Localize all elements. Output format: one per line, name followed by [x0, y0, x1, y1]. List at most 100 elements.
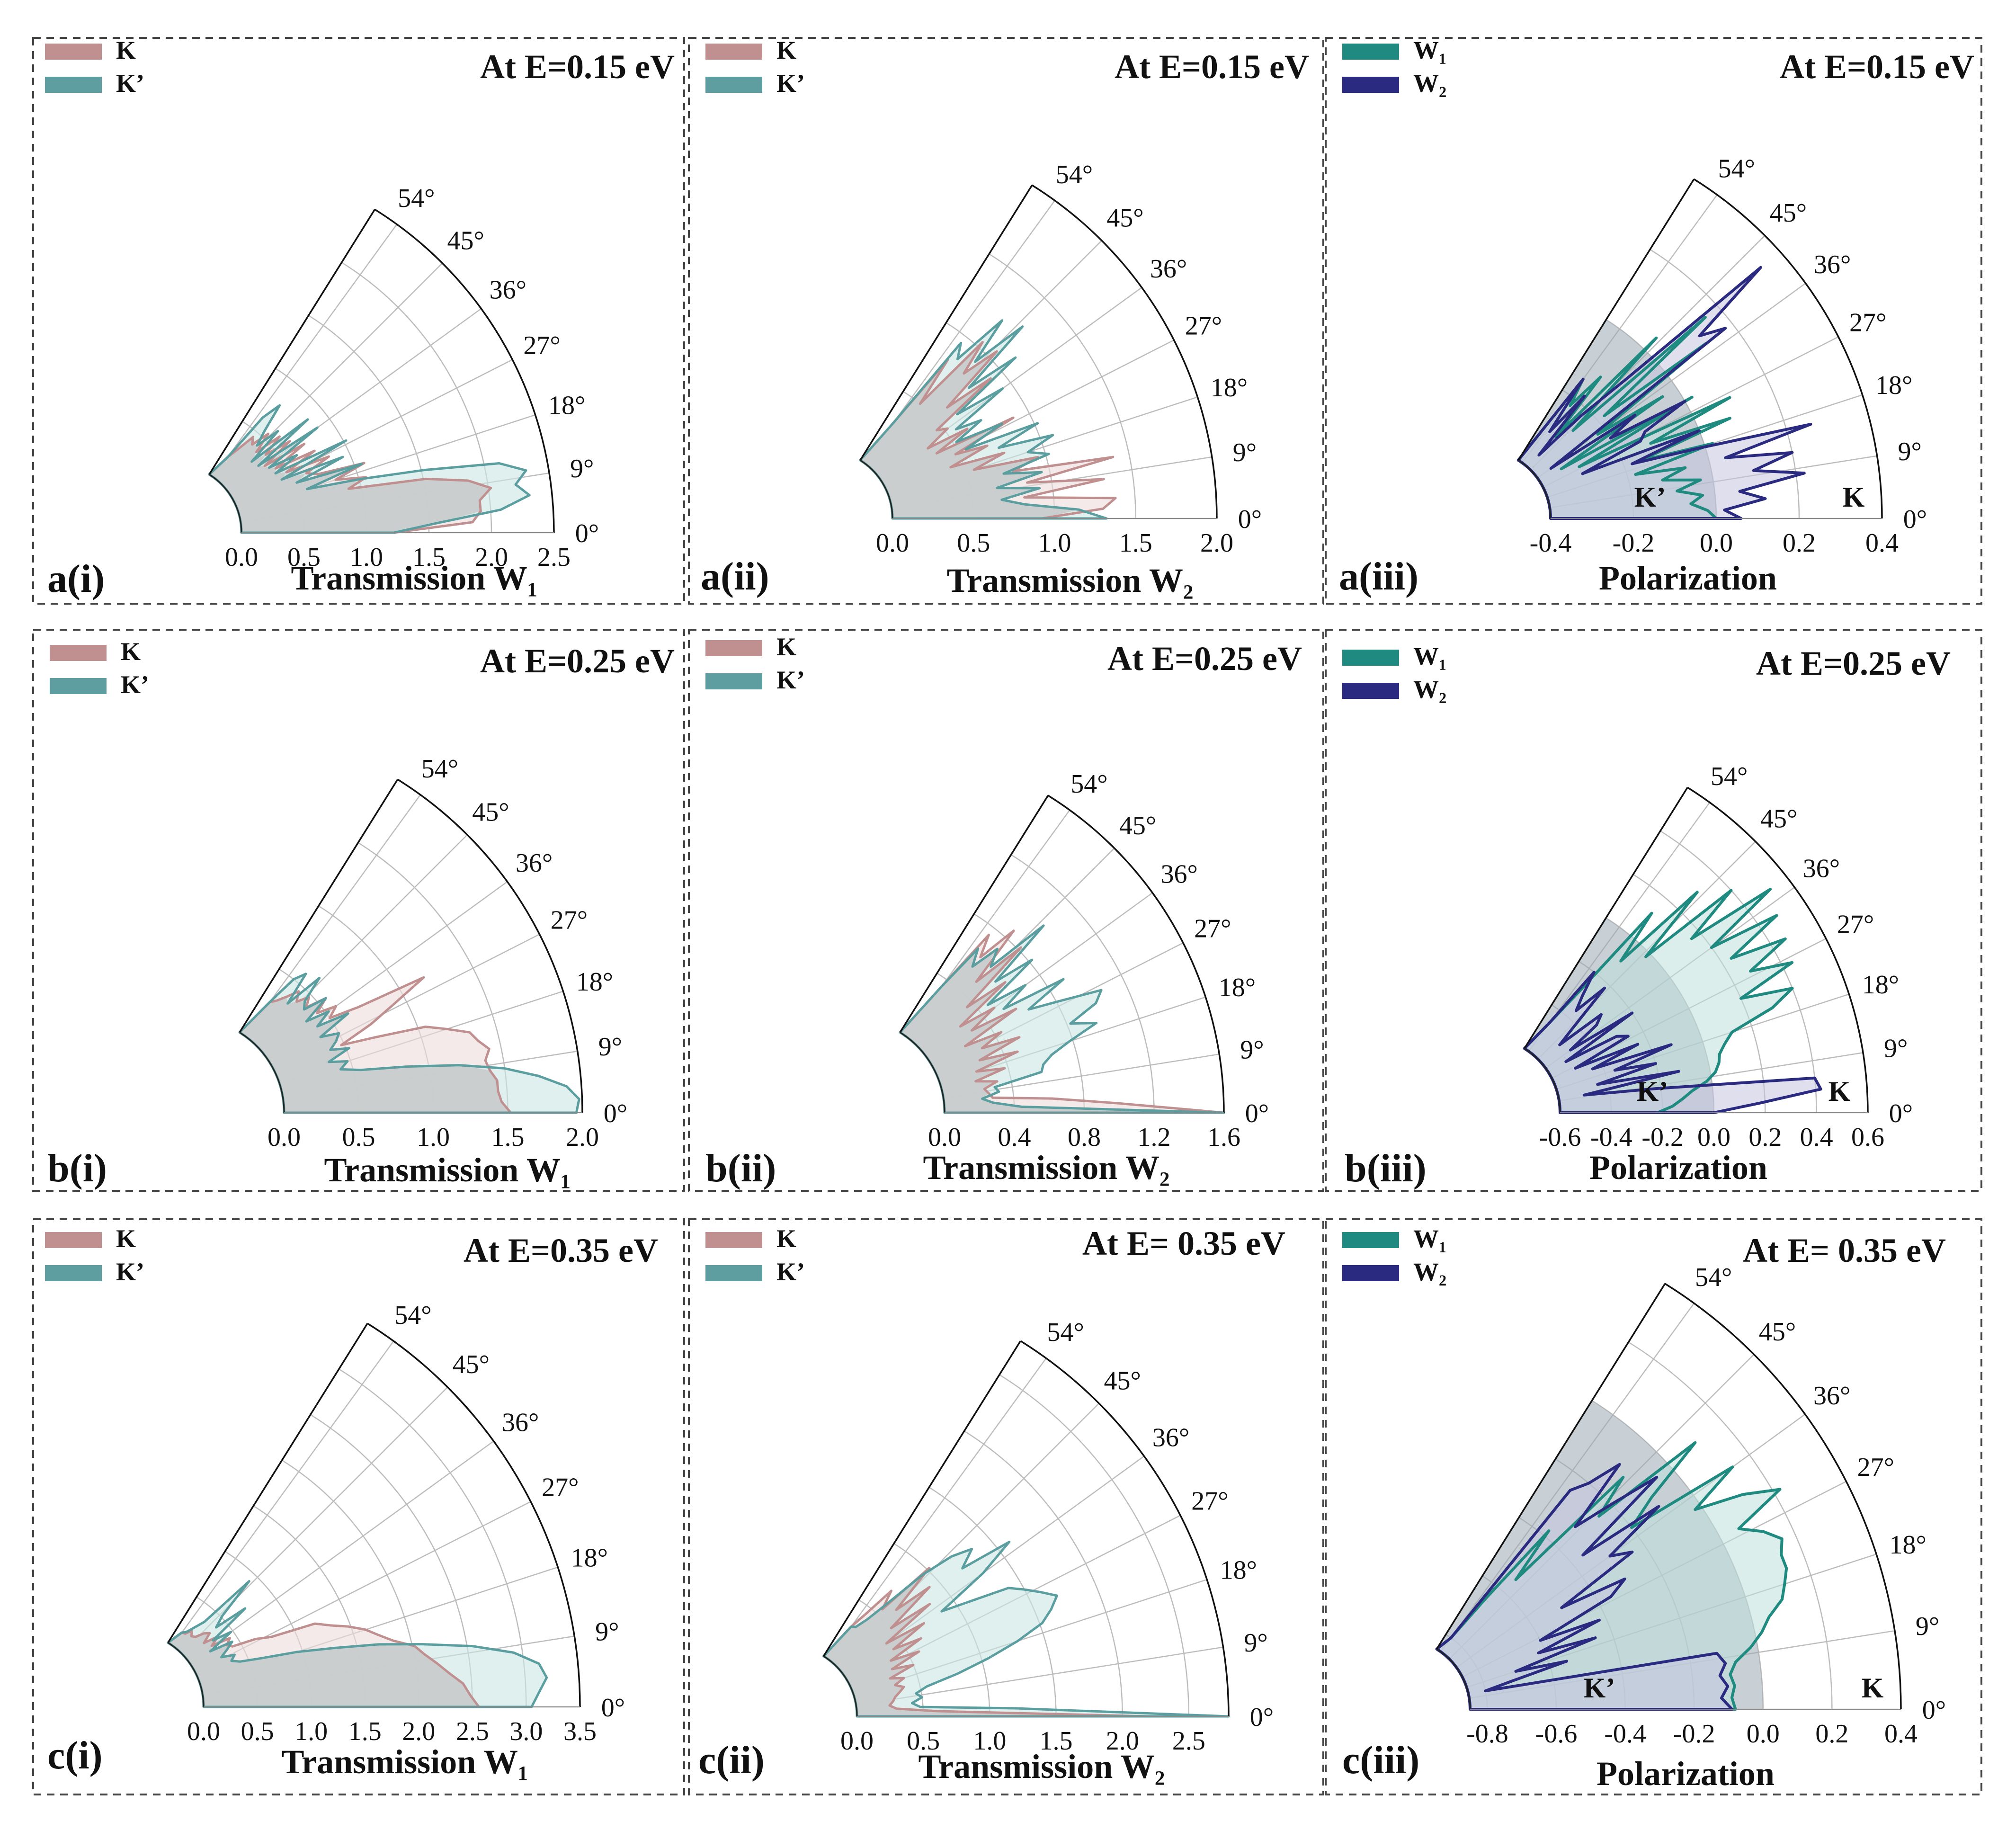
radial-tick-label: 0.0 [876, 528, 909, 558]
angle-tick-label: 9° [1884, 1034, 1908, 1063]
radial-tick-label: -0.2 [1613, 528, 1655, 558]
angle-tick-label: 36° [1803, 854, 1840, 884]
angle-tick-label: 45° [453, 1350, 490, 1379]
angle-tick-label: 27° [1191, 1487, 1228, 1516]
series-overlap-area [168, 1631, 479, 1707]
grid-arc [999, 1374, 1190, 1717]
axis-label: Polarization [1599, 559, 1777, 597]
grid-arc [928, 1487, 1057, 1717]
legend-label: W₁ [1413, 36, 1446, 64]
panel-label: a(ii) [701, 554, 769, 598]
axis-label: Polarization [1589, 1149, 1767, 1187]
radial-tick-label: 0.8 [1068, 1123, 1101, 1152]
angle-tick-label: 9° [570, 454, 594, 483]
k-marker: K [1862, 1672, 1884, 1704]
series-overlap-area [860, 342, 1079, 518]
radial-tick-label: 0.4 [1884, 1719, 1918, 1749]
legend-swatch [1342, 44, 1399, 60]
edge-line [208, 209, 376, 475]
angle-tick-label: 0° [1238, 505, 1262, 534]
angle-tick-label: 18° [1220, 1555, 1257, 1585]
radial-tick-label: 1.6 [1207, 1123, 1240, 1152]
legend-swatch [705, 1232, 762, 1248]
angle-tick-label: 45° [472, 798, 509, 827]
energy-label: At E=0.25 eV [1107, 640, 1302, 678]
angle-tick-label: 27° [1194, 914, 1231, 944]
series-area-second [823, 1542, 1229, 1716]
radial-tick-label: 0.0 [225, 543, 258, 572]
radial-tick-label: -0.2 [1673, 1719, 1715, 1749]
radial-tick-label: 0.5 [957, 528, 990, 558]
radial-tick-label: -0.6 [1539, 1123, 1581, 1152]
angle-tick-label: 54° [1711, 762, 1748, 791]
grid-arc [1660, 830, 1817, 1113]
legend-label: K [776, 36, 796, 64]
radial-tick-label: 2.0 [1106, 1726, 1139, 1756]
radial-tick-label: 2.5 [456, 1717, 489, 1746]
angle-tick-label: 45° [1104, 1366, 1141, 1395]
angle-tick-label: 18° [1875, 371, 1912, 400]
radial-tick-label: 0.4 [998, 1123, 1031, 1152]
radial-tick-label: 0.6 [1851, 1123, 1884, 1152]
edge-line [1436, 1283, 1666, 1650]
angle-tick-label: 45° [1106, 204, 1143, 233]
angle-tick-label: 27° [1857, 1453, 1894, 1482]
radial-tick-label: -0.6 [1535, 1719, 1578, 1749]
grid-arc [1628, 1341, 1833, 1710]
panel-frame [32, 37, 685, 605]
radial-tick-label: 1.0 [350, 543, 383, 572]
angle-tick-label: 0° [575, 519, 599, 548]
energy-label: At E=0.15 eV [480, 48, 675, 86]
axis-label: Transmission W₁ [291, 559, 537, 597]
grid-arc [1010, 854, 1155, 1113]
polar-chart-a_i: 0° 9° 18° 27° 36°45° 54° 0.0 0.5 1.0 1.5 2.0 2.5Tra… [45, 36, 675, 601]
radial-tick-label: 2.5 [1172, 1726, 1205, 1756]
legend-swatch [1342, 683, 1399, 699]
inner-arc [823, 1655, 858, 1717]
inner-arc [1524, 1048, 1561, 1113]
radial-tick-label: 0.4 [1800, 1123, 1833, 1152]
angle-tick-label: 27° [1837, 910, 1874, 939]
grid-spoke [213, 224, 398, 478]
axis-label: Polarization [1597, 1755, 1775, 1793]
angle-tick-label: 0° [604, 1099, 627, 1128]
angle-tick-label: 18° [571, 1543, 608, 1572]
outer-arc [1020, 1340, 1230, 1717]
radial-tick-label: -0.4 [1530, 528, 1572, 558]
polar-chart-b_ii: 0° 9° 18° 27° 36°45° 54° 0.0 0.4 0.8 1.2 1.6 Transm… [705, 633, 1302, 1190]
legend-label: W₁ [1413, 642, 1446, 670]
panel-label: a(iii) [1339, 554, 1418, 598]
legend-label: K [776, 633, 796, 661]
outer-arc [374, 208, 555, 533]
angle-tick-label: 18° [1219, 973, 1256, 1002]
angle-tick-label: 9° [1916, 1612, 1939, 1641]
angle-tick-label: 9° [595, 1617, 619, 1647]
radial-tick-label: 2.0 [1200, 528, 1233, 558]
panel-frame [1325, 629, 1982, 1192]
edge-line [167, 1323, 368, 1643]
axis-label: Transmission W₂ [923, 1149, 1169, 1187]
inner-arc [1518, 459, 1552, 519]
radial-tick-label: 2.0 [566, 1123, 599, 1152]
legend-label: K’ [116, 69, 144, 98]
panel-frame [32, 629, 685, 1192]
radial-tick-label: -0.8 [1466, 1719, 1508, 1749]
angle-tick-label: 18° [1211, 373, 1248, 402]
series-overlap-area [823, 1574, 1149, 1716]
axis-label: Transmission W₁ [324, 1151, 571, 1189]
radial-tick-label: 1.5 [1040, 1726, 1073, 1756]
angle-tick-label: 0° [1922, 1696, 1946, 1725]
polar-chart-c_iii: 0° 9° 18° 27° 36° 45° 54° -0.8 -0.6 -0.4 -0.2 0.0 0.… [1342, 1224, 1946, 1793]
angle-tick-label: 36° [1813, 1381, 1850, 1411]
energy-label: At E=0.35 eV [464, 1232, 658, 1269]
panel-frame [688, 37, 1324, 605]
k-marker: K [1843, 482, 1865, 513]
legend-swatch [50, 645, 107, 661]
radial-tick-label: 1.5 [348, 1717, 382, 1746]
edge-line [899, 795, 1049, 1033]
radial-tick-label: 3.5 [563, 1717, 597, 1746]
polar-chart-a_ii: 0° 9° 18° 27° 36°45° 54° 0.0 0.5 1.0 1.5 2.0Transm… [701, 36, 1309, 599]
grid-arc [973, 913, 1085, 1113]
radial-tick-label: 0.0 [1747, 1719, 1780, 1749]
series-area-second [1518, 267, 1811, 518]
